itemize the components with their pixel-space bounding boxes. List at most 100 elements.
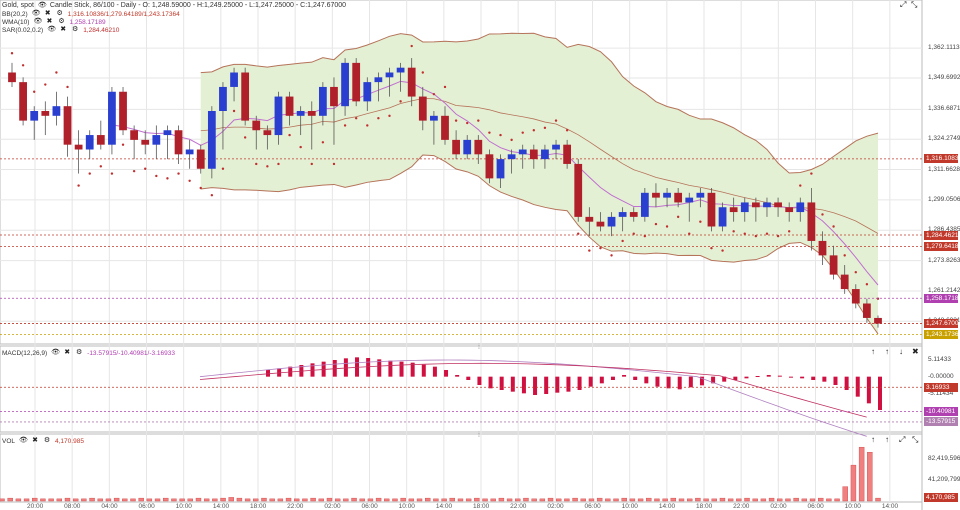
candle-body[interactable] <box>474 139 483 155</box>
close-icon[interactable]: ✖ <box>32 437 38 444</box>
candle-body[interactable] <box>119 91 127 131</box>
candle-body[interactable] <box>374 77 383 83</box>
candle-body[interactable] <box>696 192 705 198</box>
candle-body[interactable] <box>629 212 638 217</box>
gear-icon[interactable]: ⚙ <box>43 437 51 444</box>
candle-body[interactable] <box>307 111 316 116</box>
move-up-icon[interactable]: ↑ <box>885 347 889 356</box>
candle-body[interactable] <box>774 202 782 208</box>
candle-body[interactable] <box>718 207 727 227</box>
close-icon[interactable]: ✖ <box>60 26 67 33</box>
candle-body[interactable] <box>563 144 572 164</box>
splitter-handle[interactable]: ⁞ <box>478 344 480 351</box>
candle-body[interactable] <box>874 317 882 324</box>
candle-body[interactable] <box>318 86 327 116</box>
candle-body[interactable] <box>130 130 139 140</box>
candle-body[interactable] <box>207 111 216 169</box>
splitter-handle[interactable]: ⁞ <box>478 432 480 439</box>
eye-icon[interactable]: 👁 <box>51 349 61 356</box>
candle-body[interactable] <box>518 149 527 155</box>
candle-body[interactable] <box>141 139 150 145</box>
candle-body[interactable] <box>152 135 161 145</box>
candle-body[interactable] <box>541 149 549 160</box>
move-up-icon[interactable]: ↑ <box>885 435 889 444</box>
candle-body[interactable] <box>507 154 516 160</box>
candle-body[interactable] <box>263 130 272 136</box>
candle-body[interactable] <box>330 86 338 107</box>
candle-body[interactable] <box>663 192 671 198</box>
candle-body[interactable] <box>463 139 472 155</box>
close-icon[interactable]: ✖ <box>64 349 71 356</box>
candle-body[interactable] <box>807 202 816 241</box>
candle-body[interactable] <box>840 274 849 290</box>
candle-body[interactable] <box>52 106 61 116</box>
expand-icon[interactable]: ⤢ <box>900 0 907 9</box>
candle-body[interactable] <box>41 111 50 116</box>
candle-body[interactable] <box>818 240 827 256</box>
candle-body[interactable] <box>352 62 361 102</box>
candle-body[interactable] <box>652 192 660 198</box>
eye-icon[interactable]: 👁 <box>47 26 57 33</box>
candle-body[interactable] <box>430 115 438 121</box>
candle-body[interactable] <box>763 202 771 208</box>
candle-body[interactable] <box>685 197 694 203</box>
candle-body[interactable] <box>285 96 294 116</box>
candle-body[interactable] <box>85 135 94 150</box>
candle-body[interactable] <box>296 111 305 116</box>
eye-icon[interactable]: 👁 <box>31 10 41 17</box>
gear-icon[interactable]: ⚙ <box>56 10 63 17</box>
candle-body[interactable] <box>863 303 871 318</box>
candle-body[interactable] <box>96 135 105 145</box>
gear-icon[interactable]: ⚙ <box>58 18 65 25</box>
candle-body[interactable] <box>574 163 583 217</box>
collapse-icon[interactable]: ⤡ <box>912 435 919 444</box>
candle-body[interactable] <box>407 67 416 97</box>
collapse-icon[interactable]: ⤡ <box>911 0 918 9</box>
candle-body[interactable] <box>452 139 460 155</box>
gear-icon[interactable]: ⚙ <box>76 349 83 356</box>
candle-body[interactable] <box>418 96 427 121</box>
close-icon[interactable]: ✖ <box>912 347 919 356</box>
eye-icon[interactable]: 👁 <box>33 18 43 25</box>
candle-body[interactable] <box>441 115 449 140</box>
candle-body[interactable] <box>851 289 860 304</box>
expand-icon[interactable]: ⤢ <box>899 435 906 444</box>
close-icon[interactable]: ✖ <box>44 10 51 17</box>
candle-body[interactable] <box>241 72 250 121</box>
candle-body[interactable] <box>74 144 83 150</box>
candle-body[interactable] <box>385 72 394 78</box>
candle-body[interactable] <box>252 120 261 131</box>
candle-body[interactable] <box>174 130 183 155</box>
candle-body[interactable] <box>596 221 605 227</box>
candle-body[interactable] <box>496 159 505 179</box>
candle-body[interactable] <box>529 149 538 160</box>
candle-body[interactable] <box>707 192 716 227</box>
move-up-icon[interactable]: ↑ <box>871 435 875 444</box>
candle-body[interactable] <box>341 62 349 107</box>
move-down-icon[interactable]: ↓ <box>899 347 903 356</box>
candle-body[interactable] <box>485 154 494 179</box>
eye-icon[interactable]: 👁 <box>19 437 28 444</box>
candle-body[interactable] <box>63 106 72 145</box>
candle-body[interactable] <box>674 192 683 203</box>
candle-body[interactable] <box>19 82 27 121</box>
candle-body[interactable] <box>585 216 594 222</box>
candle-body[interactable] <box>552 144 560 150</box>
candle-body[interactable] <box>396 67 405 73</box>
candle-body[interactable] <box>785 207 794 213</box>
move-up-icon[interactable]: ↑ <box>871 347 875 356</box>
candle-body[interactable] <box>108 91 116 145</box>
candle-body[interactable] <box>618 212 627 217</box>
close-icon[interactable]: ✖ <box>46 18 53 25</box>
candle-body[interactable] <box>274 96 283 136</box>
candle-body[interactable] <box>185 149 194 155</box>
candle-body[interactable] <box>751 202 760 208</box>
candle-body[interactable] <box>640 192 649 217</box>
candle-body[interactable] <box>729 207 738 213</box>
candle-body[interactable] <box>30 111 39 121</box>
candle-body[interactable] <box>219 86 227 111</box>
candle-body[interactable] <box>740 202 749 213</box>
candle-body[interactable] <box>796 202 805 213</box>
candle-body[interactable] <box>829 255 838 275</box>
